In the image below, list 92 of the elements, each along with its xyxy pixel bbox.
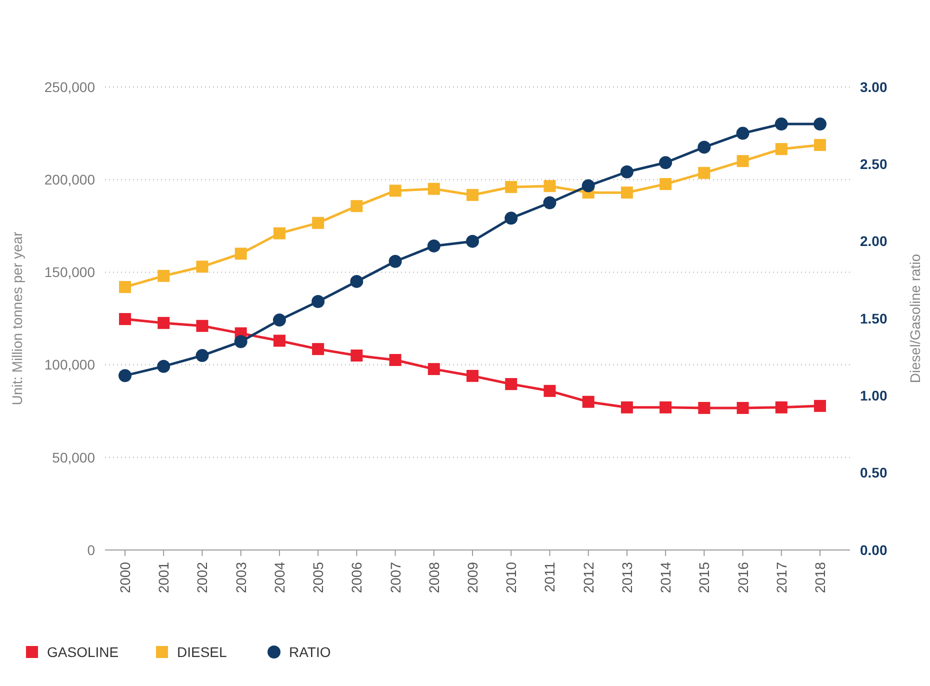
y-tick-label: 250,000	[44, 78, 96, 95]
x-tick-label: 2008	[426, 562, 442, 594]
x-tick-label: 2011	[542, 562, 558, 592]
x-tick-label: 2017	[773, 562, 790, 594]
x-tick-label: 2007	[387, 562, 404, 594]
point	[312, 295, 325, 308]
point	[544, 180, 556, 192]
point	[814, 138, 826, 151]
point	[659, 156, 672, 170]
y-tick-label: 0	[87, 542, 96, 558]
y2-tick-label: 0.50	[860, 464, 888, 481]
y-axis-title: Unit: Million tonnes per year	[9, 231, 25, 406]
y2-tick-label: 3.00	[860, 78, 888, 95]
legend-label: DIESEL	[177, 644, 228, 660]
point	[389, 354, 402, 366]
point	[428, 363, 440, 376]
point	[119, 313, 131, 326]
point	[389, 184, 402, 197]
y2-tick-label: 2.00	[860, 233, 888, 250]
x-tick-label: 2014	[658, 562, 674, 594]
point	[814, 400, 826, 412]
point	[119, 281, 131, 294]
point	[620, 165, 634, 178]
x-tick-label: 2006	[348, 562, 365, 594]
point	[196, 349, 209, 362]
point	[504, 212, 518, 225]
x-tick-label: 2000	[117, 562, 133, 594]
legend-label: RATIO	[289, 644, 331, 660]
x-tick-label: 2018	[812, 562, 828, 594]
point	[158, 270, 170, 282]
point	[814, 118, 826, 131]
point	[582, 396, 594, 408]
x-tick-label: 2004	[271, 562, 288, 594]
y2-tick-label: 2.50	[860, 156, 888, 172]
point	[272, 314, 286, 327]
x-tick-label: 2010	[503, 562, 520, 594]
y-tick-label: 150,000	[44, 264, 96, 280]
point	[388, 254, 402, 268]
point	[698, 140, 711, 154]
x-tick-label: 2015	[696, 562, 712, 594]
point	[118, 369, 132, 382]
point	[698, 166, 710, 179]
point	[698, 402, 710, 414]
x-tick-label: 2016	[734, 562, 751, 594]
point	[350, 200, 363, 212]
point	[660, 401, 672, 414]
point	[620, 186, 633, 199]
y-tick-label: 100,000	[44, 356, 96, 373]
point	[775, 401, 788, 414]
y2-axis-title: Diesel/Gasoline ratio	[907, 254, 923, 384]
point	[350, 274, 364, 288]
point	[196, 320, 208, 332]
x-tick-label: 2005	[310, 562, 326, 594]
point	[273, 334, 286, 347]
point	[158, 316, 170, 329]
y2-tick-label: 1.50	[860, 310, 888, 326]
point	[736, 155, 749, 168]
x-tick-label: 2001	[156, 562, 172, 594]
point	[196, 260, 208, 273]
point	[312, 216, 324, 229]
point	[736, 126, 750, 140]
point	[660, 178, 672, 190]
point	[543, 196, 556, 210]
point	[427, 239, 440, 252]
point	[234, 335, 248, 348]
point	[466, 188, 478, 201]
point	[774, 118, 788, 131]
point	[466, 234, 479, 248]
x-tick-label: 2009	[464, 562, 480, 594]
point	[505, 181, 518, 194]
point	[466, 370, 478, 382]
point	[544, 384, 556, 397]
x-tick-label: 2013	[618, 562, 635, 594]
point	[620, 401, 633, 414]
point	[312, 343, 324, 356]
x-tick-label: 2012	[580, 562, 596, 594]
point	[428, 182, 440, 195]
y2-tick-label: 1.00	[860, 388, 888, 404]
point	[350, 350, 363, 362]
y2-tick-label: 0.00	[860, 542, 888, 558]
y-tick-label: 50,000	[52, 449, 96, 466]
point	[157, 360, 170, 373]
y-tick-label: 200,000	[44, 172, 96, 188]
point	[582, 179, 595, 192]
x-tick-label: 2002	[194, 562, 210, 594]
point	[273, 227, 286, 240]
point	[234, 248, 247, 260]
point	[736, 402, 749, 414]
legend-label: GASOLINE	[47, 644, 119, 660]
x-tick-label: 2003	[232, 562, 249, 594]
point	[505, 378, 518, 390]
point	[775, 143, 788, 156]
